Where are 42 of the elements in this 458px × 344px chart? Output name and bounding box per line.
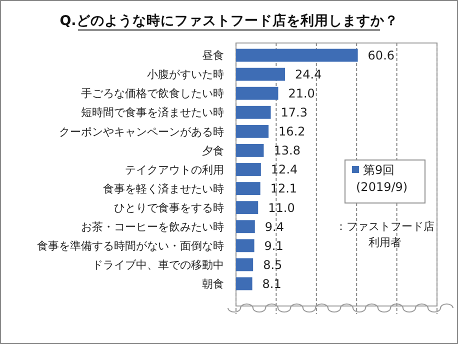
y-tick-label: ドライブ中、車での移動中 [92, 258, 224, 272]
data-label: 9.1 [264, 238, 284, 253]
y-tick-label: 短時間で食事を済ませたい時 [81, 106, 224, 120]
data-label: 12.4 [270, 162, 298, 177]
y-tick-label: 食事を準備する時間がない・面倒な時 [37, 239, 224, 252]
bar [236, 106, 271, 119]
data-label: 13.8 [274, 144, 300, 158]
bar [236, 124, 269, 138]
y-tick-label: 夕食 [202, 144, 224, 158]
y-tick-label: 食事を軽く済ませたい時 [103, 182, 224, 196]
data-label: 9.4 [264, 220, 284, 234]
bar [236, 220, 255, 234]
y-tick-label: 昼食 [202, 49, 224, 62]
bar [236, 144, 264, 157]
bar [236, 86, 278, 100]
y-tick-label: 朝食 [202, 278, 224, 291]
bar [236, 201, 258, 214]
y-tick-label: ひとりで食事をする時 [114, 201, 224, 214]
data-label: 60.6 [368, 48, 395, 62]
bar [236, 163, 261, 176]
bar [236, 258, 254, 272]
y-tick-label: テイクアウトの利用 [125, 163, 224, 176]
data-label: 8.5 [263, 258, 282, 272]
annotation: ：ファストフード店利用者 [336, 220, 434, 249]
data-label: 8.1 [262, 276, 282, 291]
data-label: 21.0 [288, 86, 315, 101]
bar [236, 68, 286, 81]
data-label: 12.1 [270, 182, 298, 196]
data-label: 11.0 [268, 200, 295, 215]
bar [236, 239, 254, 252]
data-label: 16.2 [278, 124, 306, 139]
y-tick-label: クーポンやキャンペーンがある時 [59, 125, 224, 138]
data-label: 24.4 [295, 68, 322, 82]
bar [236, 277, 252, 290]
legend-label: 第9回 (2019/9) [356, 163, 408, 194]
y-tick-label: お茶・コーヒーを飲みたい時 [81, 220, 224, 234]
chart-title: Q.どのような時にファストフード店を利用しますか？ [60, 12, 398, 29]
y-tick-label: 手ごろな価格で飲食したい時 [81, 87, 224, 100]
bar [236, 182, 260, 196]
y-tick-label: 小腹がすいた時 [147, 68, 224, 82]
bar [236, 48, 358, 62]
data-label: 17.3 [280, 106, 308, 120]
